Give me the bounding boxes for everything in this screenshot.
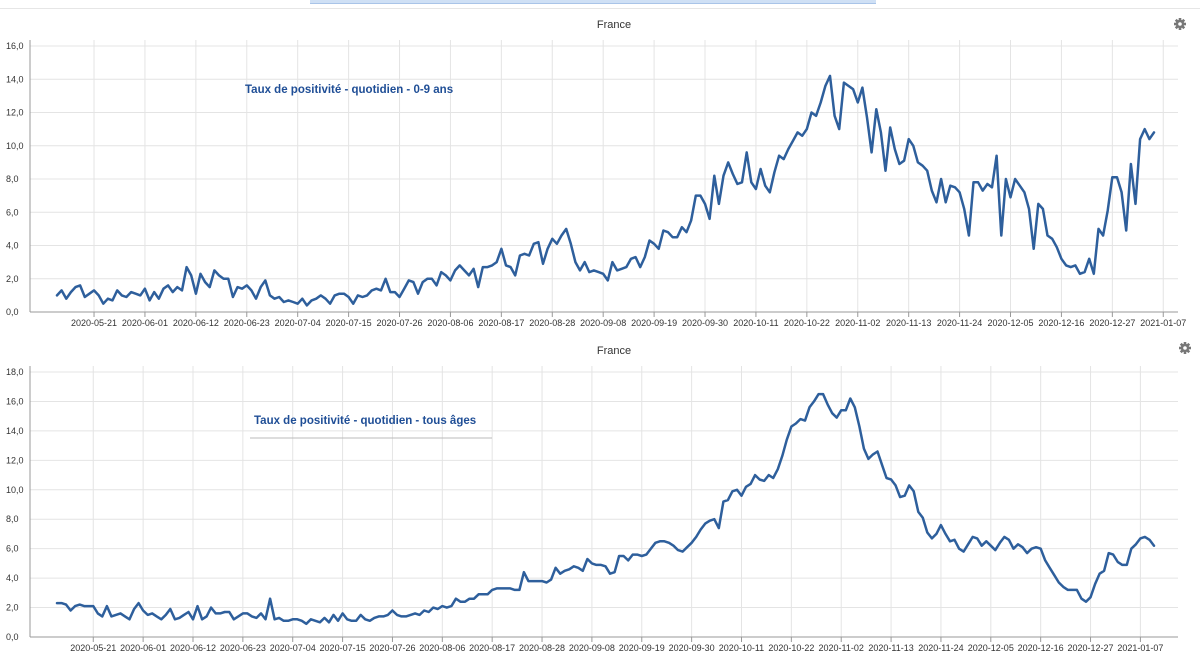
series-line: [55, 74, 1156, 307]
y-tick-label: 14,0: [6, 74, 24, 84]
x-tick-label: 2020-06-01: [120, 643, 166, 653]
x-tick-label: 2020-08-06: [427, 318, 473, 328]
y-tick-label: 2,0: [6, 274, 19, 284]
x-tick-label: 2020-11-02: [835, 318, 880, 328]
y-tick-label: 12,0: [6, 455, 24, 465]
y-tick-label: 16,0: [6, 41, 24, 51]
x-tick-label: 2020-07-15: [320, 643, 366, 653]
x-tick-label: 2021-01-07: [1140, 318, 1186, 328]
x-tick-label: 2020-11-24: [937, 318, 982, 328]
y-tick-label: 6,0: [6, 544, 19, 554]
x-tick-label: 2020-11-13: [886, 318, 931, 328]
chart-annotation: Taux de positivité - quotidien - 0-9 ans: [245, 84, 453, 96]
x-tick-label: 2020-06-01: [122, 318, 168, 328]
x-tick-label: 2020-07-15: [326, 318, 372, 328]
x-tick-label: 2020-12-05: [968, 643, 1014, 653]
y-tick-label: 0,0: [6, 632, 19, 642]
x-tick-label: 2021-01-07: [1117, 643, 1163, 653]
gear-icon[interactable]: [1179, 342, 1191, 354]
x-tick-label: 2020-10-11: [733, 318, 778, 328]
top-scroll-indicator: [310, 0, 876, 4]
y-tick-label: 10,0: [6, 485, 24, 495]
x-tick-label: 2020-11-24: [918, 643, 963, 653]
x-tick-label: 2020-08-06: [419, 643, 465, 653]
x-tick-label: 2020-11-02: [819, 643, 864, 653]
y-tick-label: 16,0: [6, 396, 24, 406]
gear-icon[interactable]: [1174, 18, 1186, 30]
x-tick-label: 2020-12-16: [1018, 643, 1064, 653]
x-tick-label: 2020-08-28: [529, 318, 575, 328]
x-tick-label: 2020-09-30: [682, 318, 728, 328]
chart-annotation: Taux de positivité - quotidien - tous âg…: [254, 415, 476, 427]
y-tick-label: 12,0: [6, 108, 24, 118]
x-tick-label: 2020-12-27: [1068, 643, 1114, 653]
y-tick-label: 4,0: [6, 573, 19, 583]
y-tick-label: 4,0: [6, 241, 19, 251]
x-tick-label: 2020-12-27: [1089, 318, 1135, 328]
chart-panel-0-9-ans: France 0,0 2,0 4,0 6,0 8,0 10,0 12,0 14,0 16,0 202…: [0, 8, 1200, 335]
x-tick-label: 2020-06-23: [224, 318, 270, 328]
y-tick-label: 8,0: [6, 174, 19, 184]
x-tick-label: 2020-08-17: [469, 643, 515, 653]
chart-title: France: [597, 345, 631, 357]
x-tick-label: 2020-09-08: [580, 318, 626, 328]
x-tick-label: 2020-11-13: [868, 643, 913, 653]
x-tick-label: 2020-09-19: [631, 318, 677, 328]
x-tick-label: 2020-10-11: [719, 643, 764, 653]
x-tick-label: 2020-10-22: [784, 318, 830, 328]
y-tick-label: 18,0: [6, 367, 24, 377]
chart-tous-ages: France 0,0 2,0 4,0 6,0 8,0 10,0 12,0 14,0 16,0 18,…: [6, 342, 1191, 653]
x-tick-label: 2020-09-19: [619, 643, 665, 653]
x-tick-label: 2020-09-08: [569, 643, 615, 653]
x-tick-label: 2020-09-30: [669, 643, 715, 653]
x-tick-label: 2020-06-12: [173, 318, 219, 328]
x-tick-label: 2020-07-26: [376, 318, 422, 328]
series-line: [55, 392, 1156, 626]
x-tick-label: 2020-07-04: [270, 643, 316, 653]
x-tick-label: 2020-10-22: [768, 643, 814, 653]
x-tick-label: 2020-08-28: [519, 643, 565, 653]
y-tick-label: 10,0: [6, 141, 24, 151]
chart-0-9-ans: France 0,0 2,0 4,0 6,0 8,0 10,0 12,0 14,0 16,0 202…: [6, 18, 1186, 328]
x-tick-label: 2020-12-05: [987, 318, 1033, 328]
x-tick-label: 2020-07-26: [369, 643, 415, 653]
x-tick-label: 2020-05-21: [71, 318, 117, 328]
chart-title: France: [597, 19, 631, 31]
x-tick-label: 2020-07-04: [275, 318, 321, 328]
chart-panel-tous-ages: France 0,0 2,0 4,0 6,0 8,0 10,0 12,0 14,0 16,0 18,…: [0, 338, 1200, 668]
y-tick-label: 0,0: [6, 307, 19, 317]
y-tick-label: 14,0: [6, 426, 24, 436]
x-tick-label: 2020-08-17: [478, 318, 524, 328]
y-tick-label: 2,0: [6, 603, 19, 613]
x-tick-label: 2020-12-16: [1038, 318, 1084, 328]
y-tick-label: 8,0: [6, 514, 19, 524]
x-tick-label: 2020-06-23: [220, 643, 266, 653]
y-tick-label: 6,0: [6, 207, 19, 217]
x-tick-label: 2020-06-12: [170, 643, 216, 653]
x-tick-label: 2020-05-21: [70, 643, 116, 653]
